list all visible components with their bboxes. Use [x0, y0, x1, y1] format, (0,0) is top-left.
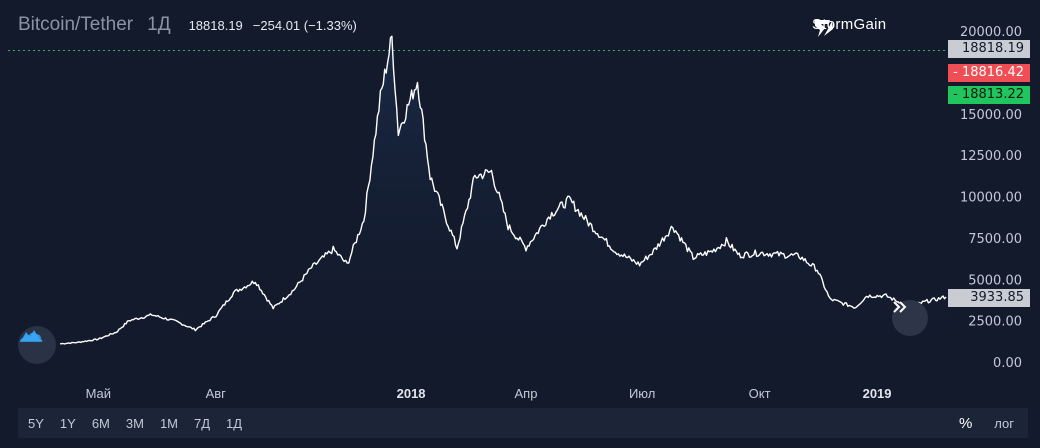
last-price-badge: 18818.19: [948, 40, 1030, 58]
x-tick-label: Окт: [749, 386, 771, 401]
cloud-logo-icon[interactable]: [18, 326, 56, 364]
symbol-name: Bitcoin/Tether: [18, 14, 134, 35]
x-tick-label: Май: [86, 386, 111, 401]
y-tick-label: 7500.00: [968, 232, 1022, 247]
x-tick-label: 2019: [863, 386, 892, 401]
ask-price-badge: - 18816.42: [948, 64, 1030, 82]
y-tick-label: 2500.00: [968, 315, 1022, 330]
y-axis: 20000.00 15000.00 12500.00 10000.00 7500.00 5…: [960, 25, 1022, 371]
x-axis: Май Авг 2018 Апр Июл Окт 2019: [86, 386, 892, 401]
double-chevron-right-icon: [893, 301, 907, 313]
timeframe-3m[interactable]: 3M: [125, 415, 144, 431]
y-tick-label: 0.00: [993, 356, 1022, 371]
y-tick-label: 5000.00: [968, 273, 1022, 288]
timeframe-1m[interactable]: 1M: [159, 415, 178, 431]
timeframe-7d[interactable]: 7Д: [194, 415, 211, 431]
x-tick-label: Апр: [515, 386, 538, 401]
interval-label[interactable]: 1Д: [147, 14, 171, 35]
brand-logo: StormGain: [812, 16, 886, 37]
current-price-badge: 3933.85: [948, 289, 1030, 307]
timeframe-5y[interactable]: 5Y: [28, 415, 44, 431]
price-area: [60, 36, 946, 363]
price-change: −254.01 (−1.33%): [252, 18, 357, 33]
y-tick-label: 15000.00: [960, 108, 1022, 123]
symbol-header: Bitcoin/Tether 1Д 18818.19 −254.01 (−1.3…: [18, 14, 357, 36]
timeframe-6m[interactable]: 6M: [91, 415, 110, 431]
scroll-to-latest-button[interactable]: [892, 300, 928, 336]
timeframe-1d[interactable]: 1Д: [226, 415, 243, 431]
price-chart[interactable]: 20000.00 15000.00 12500.00 10000.00 7500.00 5…: [0, 0, 1040, 408]
log-scale-toggle[interactable]: лог: [994, 415, 1014, 431]
timeframe-1y[interactable]: 1Y: [59, 415, 76, 431]
bid-price-badge: - 18813.22: [948, 86, 1030, 104]
x-tick-label: Июл: [629, 386, 655, 401]
bottom-toolbar: 5Y 1Y 6M 3M 1M 7Д 1Д % лог: [18, 408, 1028, 438]
x-tick-label: Авг: [206, 386, 227, 401]
percent-scale-toggle[interactable]: %: [958, 414, 973, 432]
x-tick-label: 2018: [397, 386, 426, 401]
lightning-icon: [815, 20, 833, 37]
y-tick-label: 20000.00: [960, 25, 1022, 40]
y-tick-label: 10000.00: [960, 191, 1022, 206]
price-line: [59, 35, 947, 345]
y-tick-label: 12500.00: [960, 149, 1022, 164]
last-price: 18818.19: [188, 18, 243, 33]
